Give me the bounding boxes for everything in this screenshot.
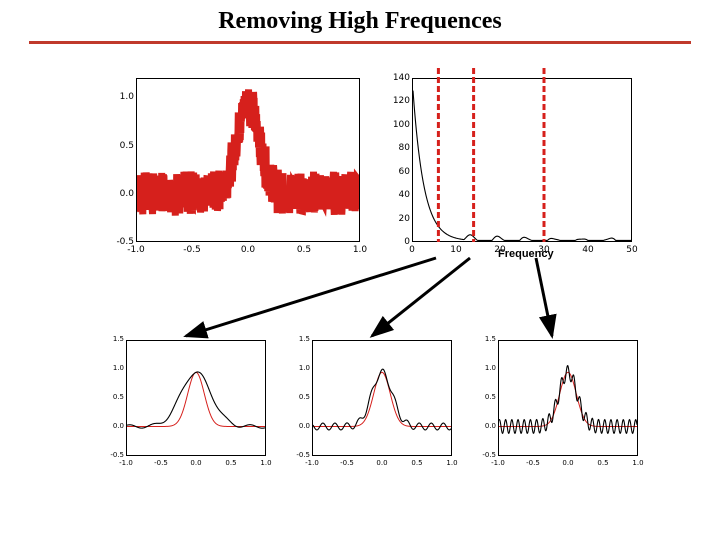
spectrum-plot xyxy=(413,79,631,241)
filtered-red-line xyxy=(127,372,265,426)
noisy-signal-plot xyxy=(137,79,359,241)
xtick-label: -0.5 xyxy=(182,245,202,255)
xtick-label: -0.5 xyxy=(523,459,543,467)
ytick-label: 1.0 xyxy=(98,92,134,102)
ytick-label: 40 xyxy=(380,190,410,200)
filtered-black-line xyxy=(313,369,451,430)
filtered-black-line xyxy=(127,372,265,428)
ytick-label: 1.5 xyxy=(102,335,124,343)
ytick-label: -0.5 xyxy=(98,237,134,247)
spectrum-chart: Frequency 01020304050020406080100120140 xyxy=(378,72,638,262)
ytick-label: 0 xyxy=(380,237,410,247)
xtick-label: 0.0 xyxy=(186,459,206,467)
ytick-label: 60 xyxy=(380,167,410,177)
xtick-label: 50 xyxy=(622,245,642,255)
filtered-red-line xyxy=(499,372,637,426)
noisy-signal-chart: -1.0-0.50.00.51.0-0.50.00.51.0 xyxy=(96,72,366,262)
filtered-plot-0 xyxy=(127,341,265,455)
ytick-label: 0.0 xyxy=(474,422,496,430)
ytick-label: -0.5 xyxy=(474,451,496,459)
filtered-red-line xyxy=(313,372,451,426)
xtick-label: -1.0 xyxy=(116,459,136,467)
xtick-label: 0.5 xyxy=(221,459,241,467)
xtick-label: 1.0 xyxy=(628,459,648,467)
xtick-label: 0.5 xyxy=(407,459,427,467)
xtick-label: 30 xyxy=(534,245,554,255)
ytick-label: -0.5 xyxy=(102,451,124,459)
xtick-label: 0.0 xyxy=(558,459,578,467)
xtick-label: 1.0 xyxy=(442,459,462,467)
xtick-label: 0.0 xyxy=(372,459,392,467)
ytick-label: 20 xyxy=(380,214,410,224)
ytick-label: -0.5 xyxy=(288,451,310,459)
filtered-chart-2: -1.0-0.50.00.51.0-0.50.00.51.01.5 xyxy=(472,336,642,472)
spectrum-line xyxy=(413,91,631,241)
chart-frame xyxy=(126,340,266,456)
ytick-label: 1.5 xyxy=(474,335,496,343)
arrow-1 xyxy=(372,258,470,336)
ytick-label: 0.0 xyxy=(98,189,134,199)
xtick-label: -1.0 xyxy=(488,459,508,467)
xtick-label: 10 xyxy=(446,245,466,255)
ytick-label: 0.5 xyxy=(98,141,134,151)
ytick-label: 100 xyxy=(380,120,410,130)
xtick-label: -0.5 xyxy=(151,459,171,467)
noisy-signal-line xyxy=(137,89,359,215)
ytick-label: 80 xyxy=(380,143,410,153)
xtick-label: 0.0 xyxy=(238,245,258,255)
ytick-label: 0.0 xyxy=(288,422,310,430)
chart-frame xyxy=(412,78,632,242)
arrow-0 xyxy=(186,258,436,336)
ytick-label: 1.0 xyxy=(288,364,310,372)
ytick-label: 140 xyxy=(380,73,410,83)
filtered-plot-2 xyxy=(499,341,637,455)
xtick-label: 40 xyxy=(578,245,598,255)
filtered-plot-1 xyxy=(313,341,451,455)
chart-frame xyxy=(136,78,360,242)
chart-frame xyxy=(312,340,452,456)
filtered-black-line xyxy=(499,366,637,434)
xtick-label: 1.0 xyxy=(256,459,276,467)
ytick-label: 120 xyxy=(380,96,410,106)
xtick-label: 0.5 xyxy=(294,245,314,255)
xtick-label: 0.5 xyxy=(593,459,613,467)
ytick-label: 0.5 xyxy=(288,393,310,401)
ytick-label: 0.5 xyxy=(474,393,496,401)
ytick-label: 1.5 xyxy=(288,335,310,343)
title-rule xyxy=(29,41,691,44)
ytick-label: 0.5 xyxy=(102,393,124,401)
ytick-label: 0.0 xyxy=(102,422,124,430)
filtered-chart-0: -1.0-0.50.00.51.0-0.50.00.51.01.5 xyxy=(100,336,270,472)
xtick-label: -0.5 xyxy=(337,459,357,467)
arrow-2 xyxy=(536,258,552,336)
filtered-chart-1: -1.0-0.50.00.51.0-0.50.00.51.01.5 xyxy=(286,336,456,472)
ytick-label: 1.0 xyxy=(102,364,124,372)
xtick-label: -1.0 xyxy=(302,459,322,467)
chart-frame xyxy=(498,340,638,456)
xtick-label: 1.0 xyxy=(350,245,370,255)
ytick-label: 1.0 xyxy=(474,364,496,372)
xtick-label: 20 xyxy=(490,245,510,255)
page-title: Removing High Frequences xyxy=(0,0,720,41)
